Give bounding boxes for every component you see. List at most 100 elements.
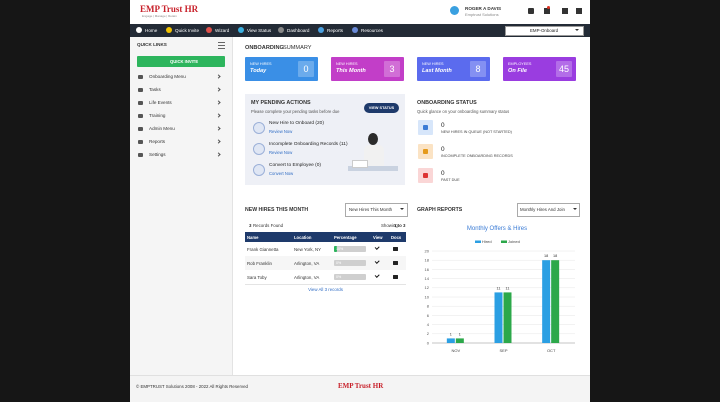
pending-item-link[interactable]: Convert Now bbox=[269, 171, 294, 176]
docs-icon[interactable] bbox=[393, 247, 398, 251]
sidebar-item[interactable]: Reports bbox=[149, 139, 166, 144]
graph-filter-text[interactable]: Monthly Hires And Join bbox=[520, 207, 565, 212]
illustration-head bbox=[368, 133, 378, 145]
pending-item-link[interactable]: Review Now bbox=[269, 150, 293, 155]
bar-value-label: 18 bbox=[544, 254, 548, 258]
column-header: View bbox=[373, 235, 383, 240]
header bbox=[130, 0, 590, 24]
view-all-link[interactable]: View All 3 records bbox=[308, 287, 343, 292]
status-count: 0 bbox=[441, 146, 445, 153]
progress-track bbox=[334, 274, 366, 280]
bar-value-label: 18 bbox=[553, 254, 557, 258]
card-count-box bbox=[556, 61, 572, 77]
summary-card[interactable] bbox=[245, 57, 318, 81]
pending-item-title: Convert to Employee (0) bbox=[269, 163, 321, 168]
view-status-button[interactable] bbox=[364, 103, 399, 113]
bar-value-label: 1 bbox=[450, 332, 452, 336]
records-count: 3 bbox=[249, 223, 252, 228]
sidebar-item[interactable]: Tasks bbox=[149, 87, 161, 92]
bar bbox=[494, 292, 503, 343]
status-icon-glyph bbox=[423, 173, 428, 178]
graph-filter[interactable] bbox=[517, 203, 580, 217]
status-count: 0 bbox=[441, 170, 445, 177]
status-icon-glyph bbox=[423, 125, 428, 130]
quick-invite-text[interactable]: QUICK INVITE bbox=[170, 59, 199, 64]
user-name: ROGER A DAVIS bbox=[465, 6, 502, 11]
nav-item[interactable]: Wizard bbox=[215, 28, 230, 33]
pending-subtitle: Please complete your pending tasks befor… bbox=[251, 109, 340, 114]
docs-icon[interactable] bbox=[393, 275, 398, 279]
nav-icon bbox=[352, 27, 358, 33]
header-icon[interactable] bbox=[528, 8, 534, 14]
status-label: INCOMPLETE ONBOARDING RECORDS bbox=[441, 154, 513, 158]
status-label: PAST DUE bbox=[441, 178, 460, 182]
docs-icon[interactable] bbox=[393, 261, 398, 265]
y-tick-label: 18 bbox=[425, 258, 430, 263]
column-header: Name bbox=[247, 235, 259, 240]
sidebar-item[interactable]: Admin Menu bbox=[149, 126, 175, 131]
progress-label: 0% bbox=[336, 261, 342, 265]
nav-selector[interactable] bbox=[505, 26, 584, 36]
showing-range: 1 to 3 bbox=[394, 223, 406, 228]
bar bbox=[455, 338, 464, 343]
table-header bbox=[245, 232, 406, 242]
legend-label: Hired bbox=[482, 239, 492, 244]
sidebar-item[interactable]: Onboarding Menu bbox=[149, 74, 186, 79]
nav-selector-text[interactable]: EMP-Onboard bbox=[530, 28, 559, 33]
new-hires-filter-text[interactable]: New Hires This Month bbox=[349, 207, 393, 212]
status-icon-glyph bbox=[423, 149, 428, 154]
cell-location: Arlington, VA bbox=[294, 261, 320, 266]
header-icon[interactable] bbox=[562, 8, 568, 14]
card-count-box bbox=[384, 61, 400, 77]
nav-icon bbox=[318, 27, 324, 33]
card-count: 0 bbox=[303, 64, 309, 74]
nav-item[interactable]: Resources bbox=[361, 28, 383, 33]
notification-dot bbox=[547, 6, 550, 9]
sidebar-item[interactable]: Life Events bbox=[149, 100, 172, 105]
sidebar-icon bbox=[138, 127, 143, 131]
nav-item[interactable]: Dashboard bbox=[287, 28, 310, 33]
cell-location: New York, NY bbox=[294, 247, 322, 252]
nav-item[interactable]: View Status bbox=[247, 28, 272, 33]
quick-invite-button[interactable] bbox=[137, 56, 225, 67]
summary-card[interactable] bbox=[417, 57, 490, 81]
menu-toggle-line bbox=[218, 45, 225, 46]
nav-item[interactable]: Home bbox=[145, 28, 158, 33]
x-tick-label: SEP bbox=[499, 348, 507, 353]
sidebar-icon bbox=[138, 88, 143, 92]
progress-track bbox=[334, 246, 366, 252]
nav-item[interactable]: Reports bbox=[327, 28, 344, 33]
y-tick-label: 6 bbox=[427, 313, 430, 318]
header-icon[interactable] bbox=[544, 8, 550, 14]
nav-item[interactable]: Quick Invite bbox=[175, 28, 199, 33]
y-tick-label: 10 bbox=[425, 294, 430, 299]
pending-icon bbox=[253, 143, 265, 155]
summary-card[interactable] bbox=[331, 57, 404, 81]
card-period: This Month bbox=[336, 68, 366, 74]
sidebar-icon bbox=[138, 75, 143, 79]
summary-title-rest: SUMMARY bbox=[283, 45, 312, 51]
sidebar-item[interactable]: Settings bbox=[149, 152, 166, 157]
column-header: Location bbox=[294, 235, 312, 240]
sidebar-item[interactable]: Training bbox=[149, 113, 166, 118]
x-tick-label: NOV bbox=[451, 348, 460, 353]
user-avatar bbox=[450, 6, 459, 15]
view-status-text[interactable]: VIEW STATUS bbox=[368, 106, 395, 110]
sidebar-icon bbox=[138, 153, 143, 157]
footer bbox=[130, 375, 590, 402]
header-icon[interactable] bbox=[576, 8, 582, 14]
cell-name: Rob Franklin bbox=[247, 261, 272, 266]
showing-label: Showing bbox=[381, 223, 398, 228]
table-row bbox=[245, 270, 406, 285]
new-hires-filter[interactable] bbox=[345, 203, 408, 217]
legend-swatch bbox=[501, 240, 507, 243]
card-label: NEW HIRES bbox=[336, 62, 358, 66]
bar bbox=[446, 338, 455, 343]
progress-track bbox=[334, 260, 366, 266]
column-header: Docs bbox=[391, 235, 402, 240]
status-count: 0 bbox=[441, 122, 445, 129]
pending-item-link[interactable]: Review Now bbox=[269, 129, 293, 134]
menu-toggle-line bbox=[218, 48, 225, 49]
illustration-body bbox=[364, 145, 384, 167]
summary-card[interactable] bbox=[503, 57, 576, 81]
